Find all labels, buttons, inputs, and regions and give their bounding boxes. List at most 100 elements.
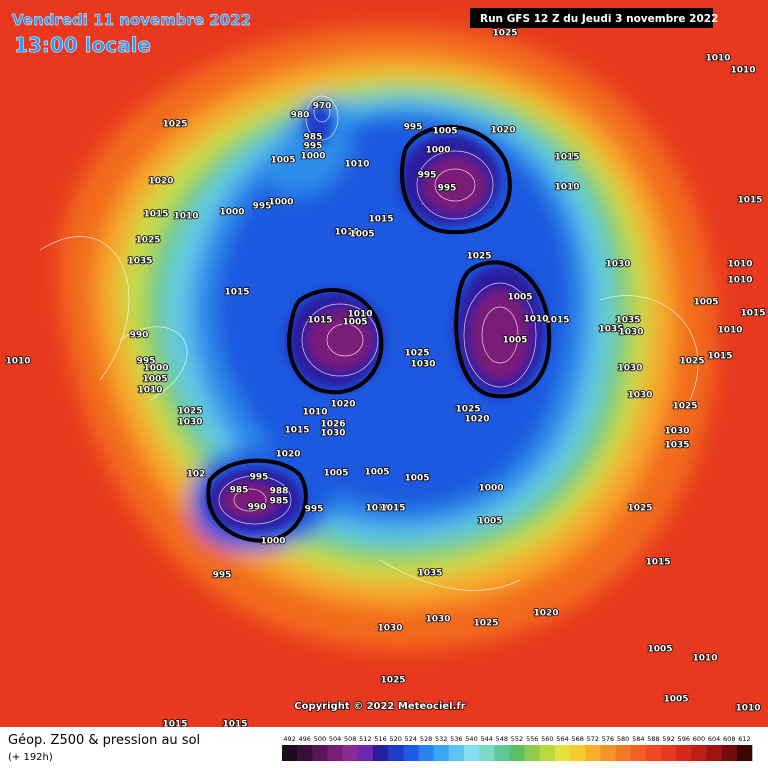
colorbar-label: 600	[693, 735, 705, 743]
pressure-label: 1000	[268, 198, 293, 208]
date-line: Vendredi 11 novembre 2022	[12, 11, 251, 29]
colorbar-label: 516	[374, 735, 386, 743]
pressure-label: 1015	[740, 309, 765, 319]
pressure-label: 1025	[380, 676, 405, 686]
pressure-label: 1010	[137, 386, 162, 396]
pressure-label: 1015	[143, 210, 168, 220]
pressure-label: 995	[438, 184, 457, 194]
colorbar-swatch	[342, 745, 359, 761]
run-info: Run GFS 12 Z du Jeudi 3 novembre 2022	[480, 13, 718, 25]
colorbar-label: 504	[329, 735, 341, 743]
pressure-label: 1025	[404, 349, 429, 359]
pressure-label: 1010	[692, 654, 717, 664]
pressure-label: 1030	[617, 364, 642, 374]
pressure-label: 1005	[502, 336, 527, 346]
pressure-label: 1000	[300, 152, 325, 162]
pressure-label: 995	[404, 123, 423, 133]
pressure-label: 995	[213, 571, 232, 581]
pressure-label: 1010	[173, 212, 198, 222]
colorbar-swatch	[600, 745, 616, 761]
colorbar-swatch	[585, 745, 601, 761]
colorbar-label: 596	[678, 735, 690, 743]
colorbar-label: 568	[571, 735, 583, 743]
copyright: Copyright © 2022 Meteociel.fr	[294, 701, 465, 712]
pressure-label: 990	[248, 503, 267, 513]
pressure-label: 1005	[477, 517, 502, 527]
pressure-label: 1000	[219, 208, 244, 218]
colorbar-label: 524	[405, 735, 417, 743]
colorbar-label: 544	[480, 735, 492, 743]
colorbar-swatch	[539, 745, 556, 761]
pressure-label: 1015	[162, 720, 187, 730]
pressure-label: 1015	[380, 504, 405, 514]
colorbar-label: 572	[587, 735, 599, 743]
pressure-label: 1000	[425, 146, 450, 156]
pressure-label: 1010	[344, 160, 369, 170]
pressure-label: 1010	[727, 260, 752, 270]
colorbar-label: 608	[723, 735, 735, 743]
pressure-label: 1010	[347, 310, 372, 320]
pressure-label: 1030	[177, 418, 202, 428]
pressure-label: 1025	[162, 120, 187, 130]
footer-title: Géop. Z500 & pression au sol	[8, 733, 200, 748]
colorbar-label: 584	[632, 735, 644, 743]
colorbar-label: 576	[602, 735, 614, 743]
colorbar-label: 508	[344, 735, 356, 743]
colorbar-swatch	[479, 745, 495, 761]
pressure-label: 1035	[664, 441, 689, 451]
colorbar-label: 548	[496, 735, 508, 743]
colorbar-swatch	[448, 745, 465, 761]
pressure-label: 1015	[368, 215, 393, 225]
pressure-label: 1010	[705, 54, 730, 64]
colorbar-label: 520	[389, 735, 401, 743]
pressure-label: 1005	[404, 474, 429, 484]
pressure-label: 1010	[730, 66, 755, 76]
colorbar: 492 496 500 504 508 512 516 520 524 528 532 536 540 5…	[282, 735, 753, 761]
pressure-label: 1020	[533, 609, 558, 619]
colorbar-label: 592	[662, 735, 674, 743]
colorbar-swatch	[463, 745, 480, 761]
pressure-label: 1020	[275, 450, 300, 460]
colorbar-swatch	[509, 745, 525, 761]
pressure-label: 985	[304, 133, 323, 143]
pressure-label: 1005	[647, 645, 672, 655]
colorbar-swatch	[524, 745, 541, 761]
pressure-label: 995	[137, 357, 156, 367]
pressure-label: 995	[250, 473, 269, 483]
colorbar-swatch	[372, 745, 389, 761]
pressure-label: 1010	[717, 326, 742, 336]
colorbar-swatch	[357, 745, 374, 761]
pressure-label: 1005	[364, 468, 389, 478]
colorbar-label: 552	[511, 735, 523, 743]
pressure-label: 970	[313, 102, 332, 112]
pressure-label: 995	[418, 171, 437, 181]
time-line: 13:00 locale	[14, 33, 151, 57]
colorbar-swatch	[554, 745, 571, 761]
pressure-label: 1026	[320, 420, 345, 430]
pressure-label: 1010	[302, 408, 327, 418]
height-field	[58, 24, 717, 651]
colorbar-swatch	[388, 745, 404, 761]
pressure-label: 1030	[605, 260, 630, 270]
colorbar-swatch	[433, 745, 450, 761]
pressure-label: 1005	[507, 293, 532, 303]
pressure-label: 1025	[473, 619, 498, 629]
pressure-label: 1030	[425, 615, 450, 625]
pressure-label: 1025	[135, 236, 160, 246]
colorbar-swatch	[494, 745, 510, 761]
pressure-label: 1030	[627, 391, 652, 401]
colorbar-label: 556	[526, 735, 538, 743]
colorbar-label: 500	[314, 735, 326, 743]
pressure-label: 985	[270, 497, 289, 507]
pressure-label: 1025	[627, 504, 652, 514]
colorbar-label: 528	[420, 735, 432, 743]
pressure-label: 995	[253, 202, 272, 212]
pressure-label: 1005	[342, 318, 367, 328]
colorbar-label: 560	[541, 735, 553, 743]
pressure-label: 1005	[663, 695, 688, 705]
pressure-label: 1005	[432, 127, 457, 137]
run-box	[470, 8, 713, 28]
pressure-label: 995	[304, 142, 323, 152]
